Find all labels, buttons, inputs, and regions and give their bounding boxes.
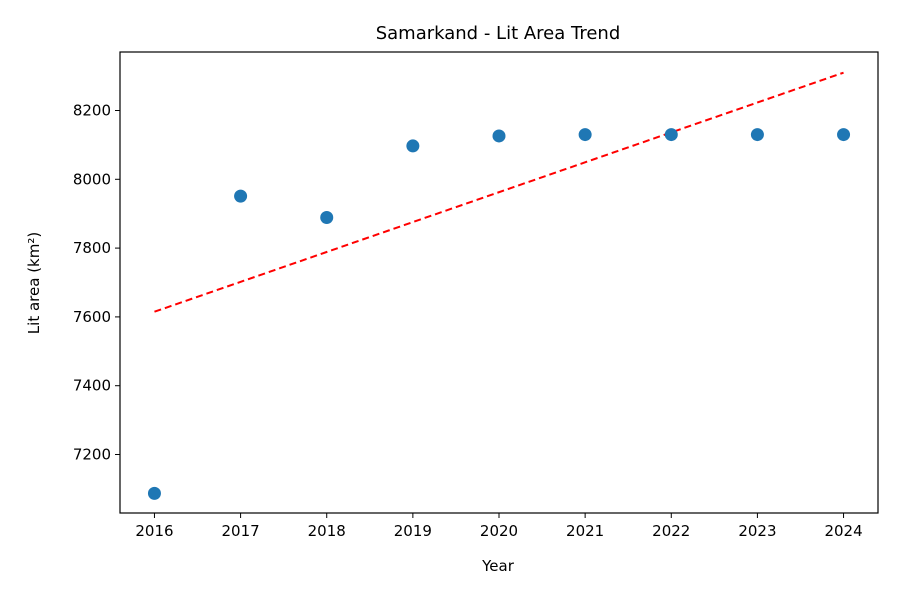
x-tick-label: 2024: [824, 522, 862, 540]
x-tick-label: 2021: [566, 522, 604, 540]
data-point: [750, 128, 764, 142]
data-point: [578, 128, 592, 142]
data-point: [234, 189, 248, 203]
y-axis-label: Lit area (km²): [25, 232, 43, 334]
chart-title: Samarkand - Lit Area Trend: [376, 23, 621, 44]
y-tick-label: 7800: [73, 239, 111, 257]
plot-frame: [119, 51, 879, 514]
data-point: [147, 486, 161, 500]
x-tick-label: 2016: [135, 522, 173, 540]
y-tick-label: 7200: [73, 446, 111, 464]
x-axis-label: Year: [481, 557, 515, 575]
plot-area: [119, 51, 879, 514]
y-tick-label: 7600: [73, 308, 111, 326]
data-point: [492, 129, 506, 143]
y-tick-label: 8000: [73, 170, 111, 188]
data-point: [406, 139, 420, 153]
data-points-layer: [147, 128, 851, 500]
trend-line-layer: [154, 71, 844, 313]
x-tick-label: 2017: [221, 522, 259, 540]
y-axis-ticks: 7200 7400 7600 7800 8000 8200: [73, 101, 120, 464]
y-tick-label: 8200: [73, 101, 111, 119]
x-axis-ticks: 2016 2017 2018 2019 2020 2021 2022 2023 2024: [135, 513, 863, 540]
x-tick-label: 2022: [652, 522, 690, 540]
x-tick-label: 2018: [308, 522, 346, 540]
trend-line: [154, 71, 844, 313]
data-point: [837, 128, 851, 142]
x-tick-label: 2023: [738, 522, 776, 540]
x-tick-label: 2019: [394, 522, 432, 540]
data-point: [320, 210, 334, 224]
data-point: [664, 128, 678, 142]
y-tick-label: 7400: [73, 377, 111, 395]
x-tick-label: 2020: [480, 522, 518, 540]
